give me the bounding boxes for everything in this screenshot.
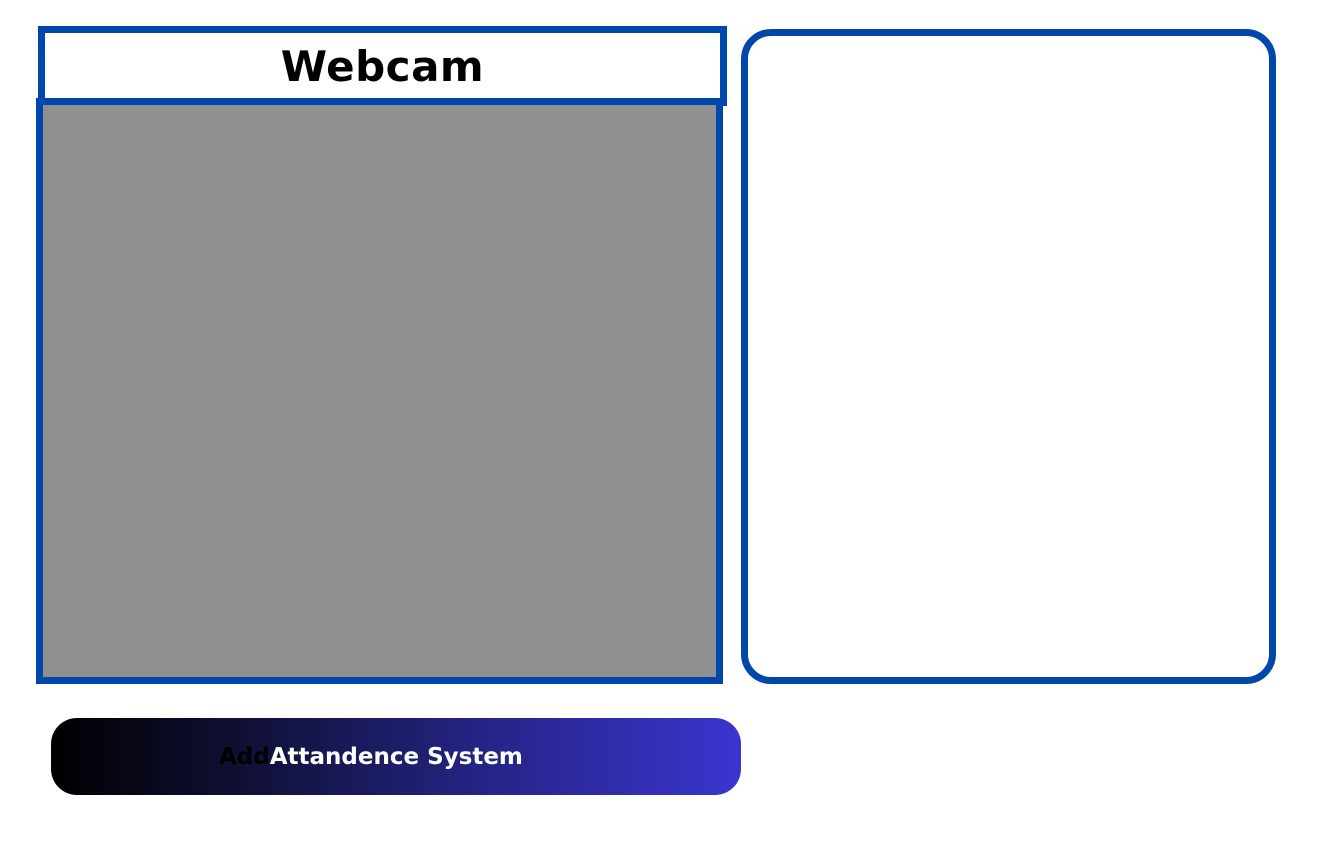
info-panel [741, 29, 1276, 684]
add-attendance-system-button[interactable]: AddAttandence System [51, 718, 741, 795]
webcam-title: Webcam [280, 41, 485, 91]
button-label-dark-part: Add [219, 743, 270, 770]
button-label-light-part: Attandence System [269, 743, 523, 770]
add-attendance-system-label: AddAttandence System [219, 744, 523, 770]
webcam-feed [36, 98, 723, 684]
webcam-header: Webcam [38, 26, 727, 106]
